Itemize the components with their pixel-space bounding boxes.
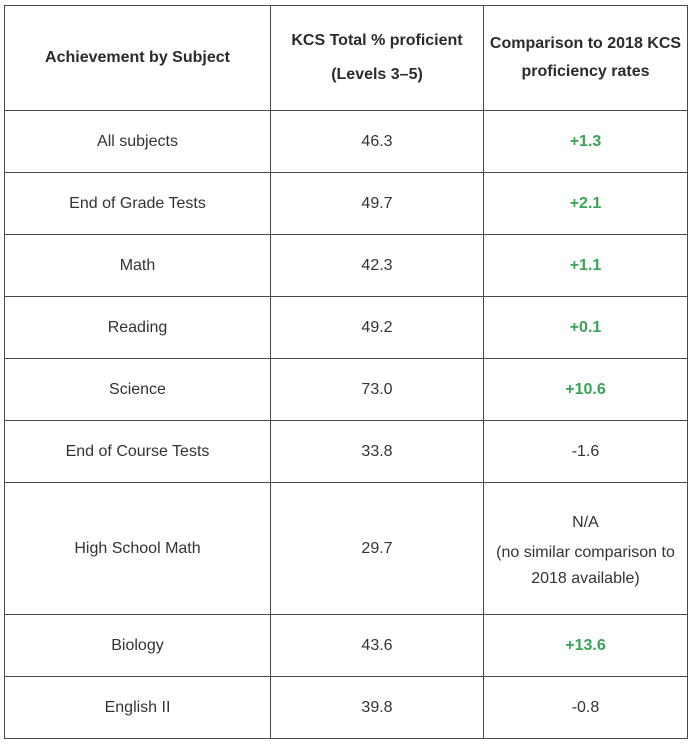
comparison-cell: +2.1 bbox=[483, 172, 688, 235]
table-row: End of Grade Tests 49.7 +2.1 bbox=[4, 172, 688, 235]
comparison-na: N/A bbox=[572, 513, 599, 531]
table-row: Math 42.3 +1.1 bbox=[4, 234, 688, 297]
comparison-note: (no similar comparison to 2018 available… bbox=[496, 543, 675, 587]
table-row: English II 39.8 -0.8 bbox=[4, 676, 688, 739]
header-proficient-line1: KCS Total % proficient bbox=[291, 32, 463, 49]
subject-cell: Reading bbox=[4, 296, 271, 359]
subject-cell: High School Math bbox=[4, 482, 271, 615]
proficient-cell: 39.8 bbox=[270, 676, 484, 739]
subject-cell: End of Course Tests bbox=[4, 420, 271, 483]
proficient-cell: 49.2 bbox=[270, 296, 484, 359]
subject-cell: End of Grade Tests bbox=[4, 172, 271, 235]
proficient-cell: 73.0 bbox=[270, 358, 484, 421]
subject-cell: All subjects bbox=[4, 110, 271, 173]
header-subject: Achievement by Subject bbox=[4, 5, 271, 111]
table-body: All subjects 46.3 +1.3 End of Grade Test… bbox=[4, 110, 688, 739]
proficient-cell: 42.3 bbox=[270, 234, 484, 297]
header-proficient-line2: (Levels 3–5) bbox=[331, 66, 423, 83]
proficient-cell: 49.7 bbox=[270, 172, 484, 235]
subject-cell: Biology bbox=[4, 614, 271, 677]
comparison-cell: +1.1 bbox=[483, 234, 688, 297]
comparison-cell: +0.1 bbox=[483, 296, 688, 359]
table-row: Reading 49.2 +0.1 bbox=[4, 296, 688, 359]
subject-cell: English II bbox=[4, 676, 271, 739]
comparison-cell: -1.6 bbox=[483, 420, 688, 483]
proficient-cell: 29.7 bbox=[270, 482, 484, 615]
comparison-cell: +13.6 bbox=[483, 614, 688, 677]
table-row: Science 73.0 +10.6 bbox=[4, 358, 688, 421]
proficient-cell: 46.3 bbox=[270, 110, 484, 173]
table-row: All subjects 46.3 +1.3 bbox=[4, 110, 688, 173]
comparison-cell: -0.8 bbox=[483, 676, 688, 739]
header-comparison: Comparison to 2018 KCS proficiency rates bbox=[483, 5, 688, 111]
comparison-cell: +1.3 bbox=[483, 110, 688, 173]
header-row: Achievement by Subject KCS Total % profi… bbox=[4, 5, 688, 111]
subject-cell: Science bbox=[4, 358, 271, 421]
comparison-cell: N/A (no similar comparison to 2018 avail… bbox=[483, 482, 688, 615]
comparison-cell: +10.6 bbox=[483, 358, 688, 421]
proficient-cell: 43.6 bbox=[270, 614, 484, 677]
table-row: High School Math 29.7 N/A (no similar co… bbox=[4, 482, 688, 615]
header-proficient: KCS Total % proficient (Levels 3–5) bbox=[270, 5, 484, 111]
table-row: Biology 43.6 +13.6 bbox=[4, 614, 688, 677]
proficient-cell: 33.8 bbox=[270, 420, 484, 483]
achievement-table: Achievement by Subject KCS Total % profi… bbox=[4, 5, 688, 739]
subject-cell: Math bbox=[4, 234, 271, 297]
table-row: End of Course Tests 33.8 -1.6 bbox=[4, 420, 688, 483]
